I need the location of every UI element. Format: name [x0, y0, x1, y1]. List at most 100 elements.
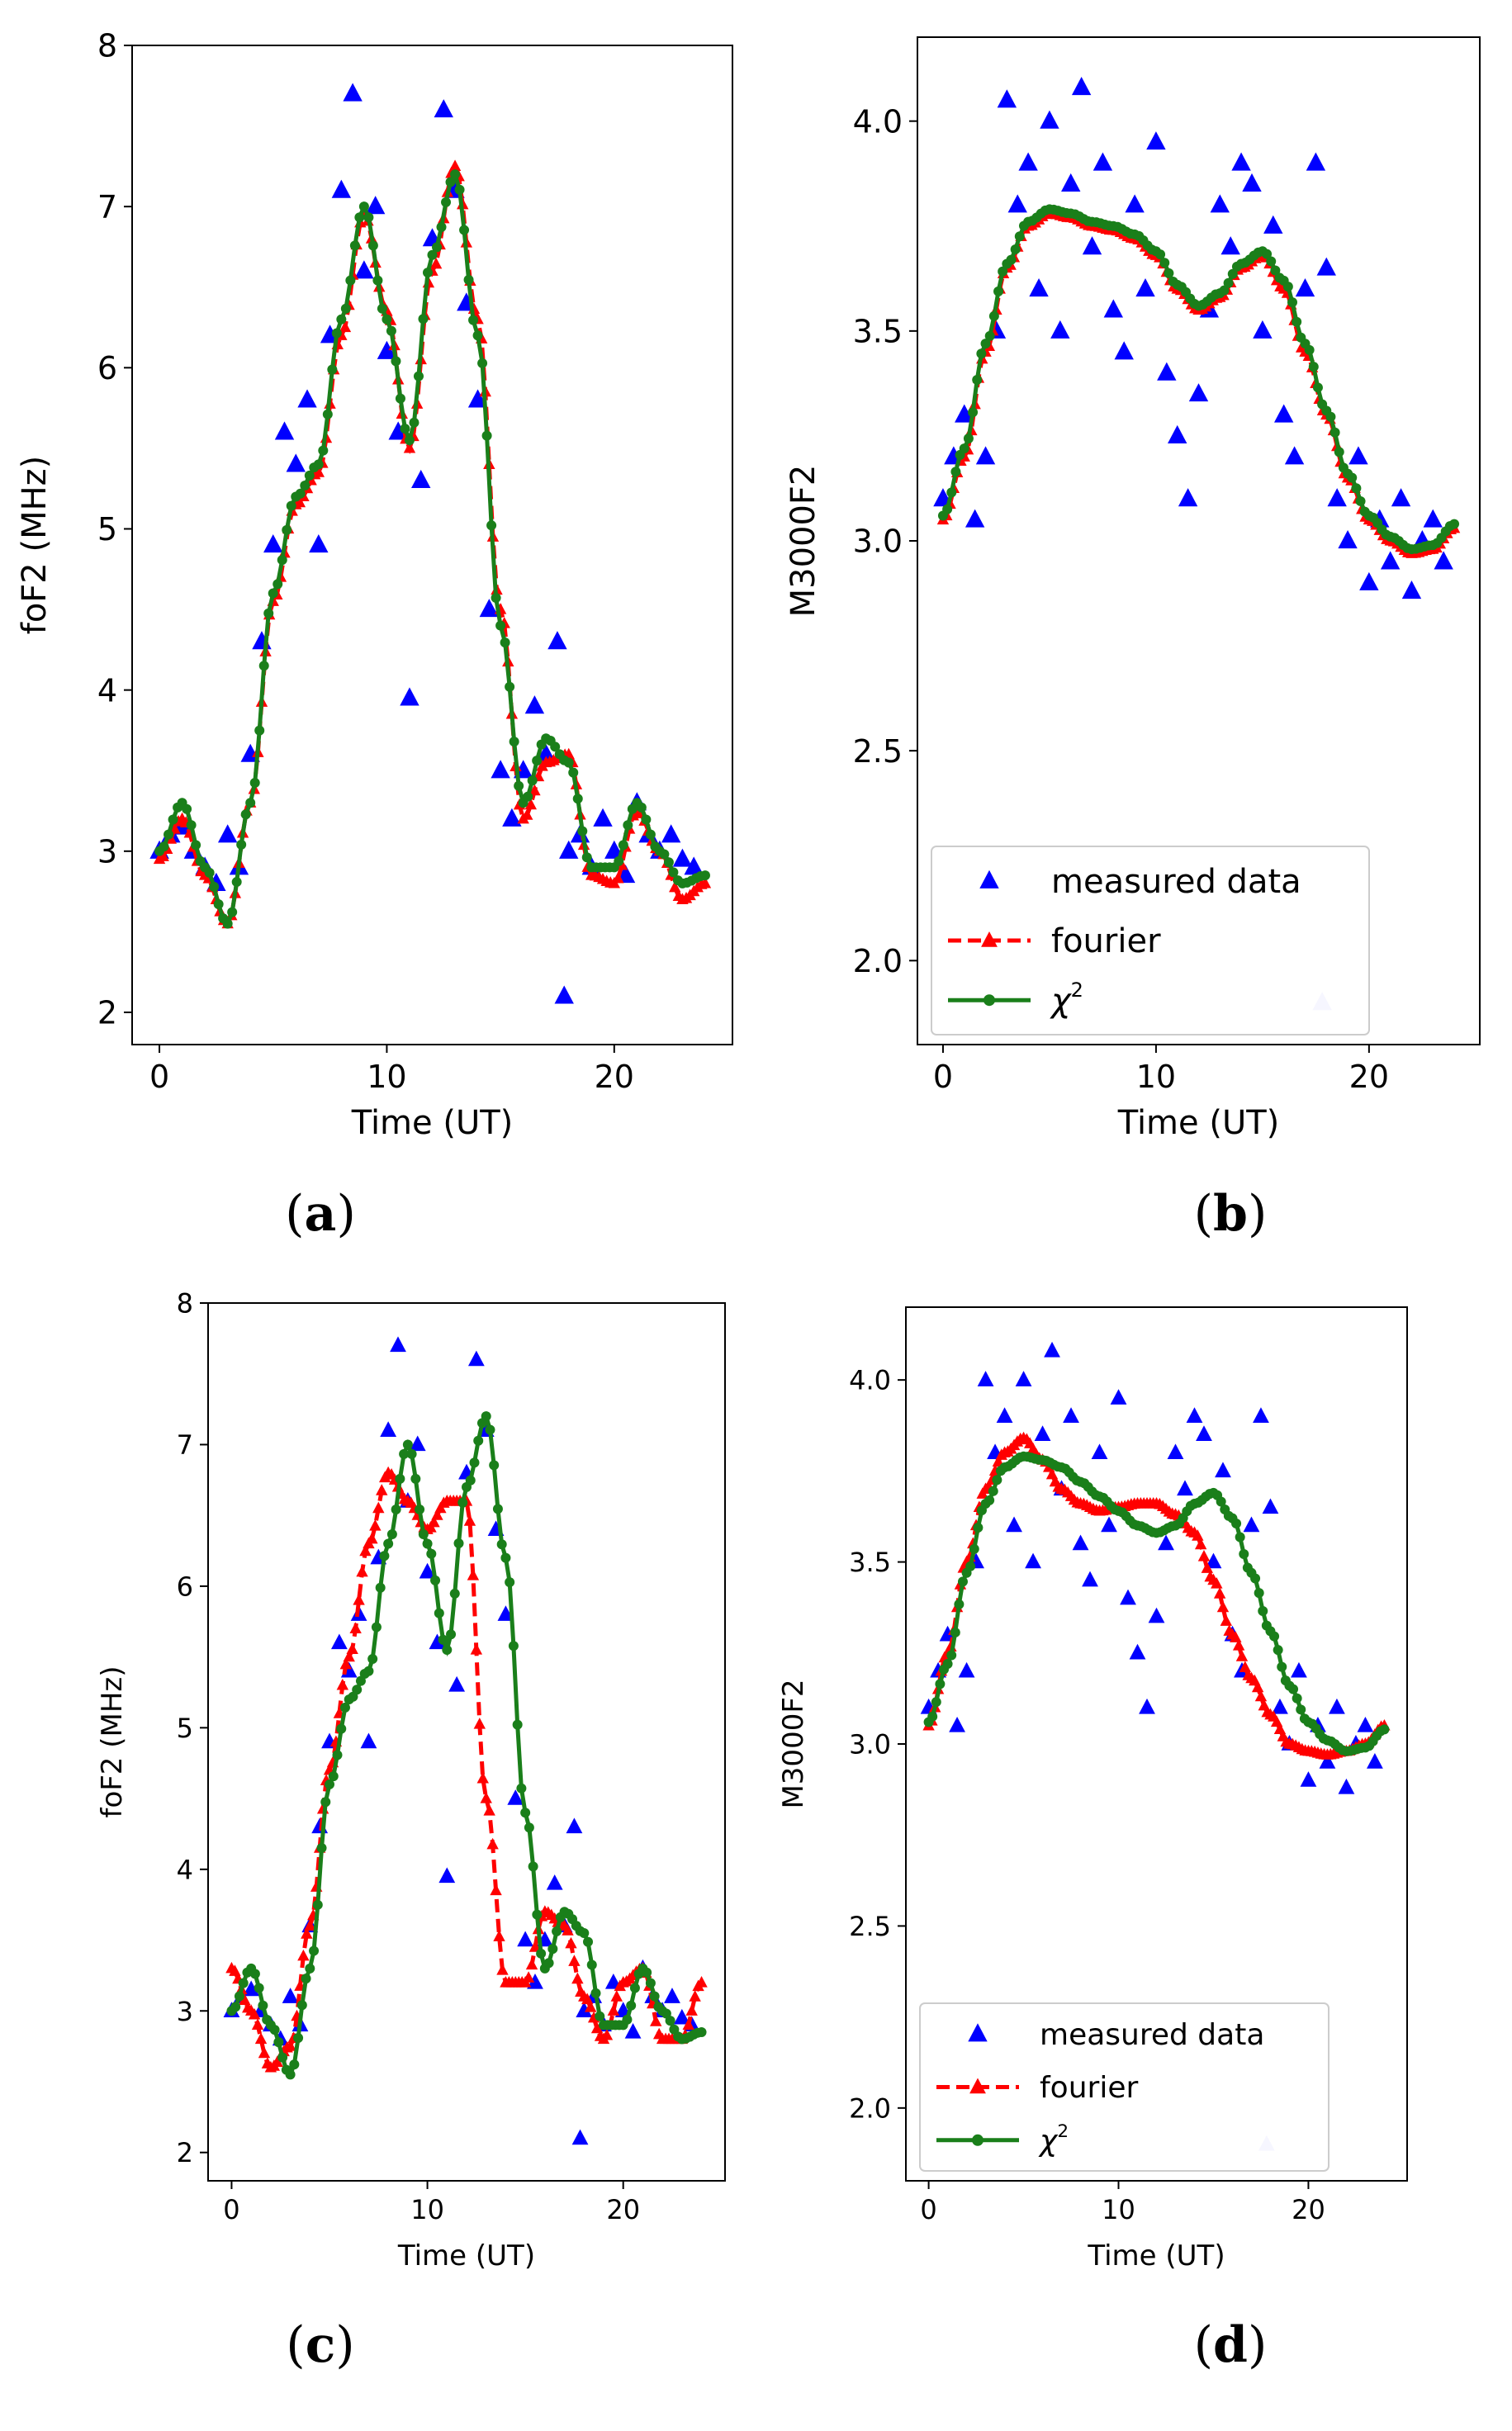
- panel-label: (b): [1194, 1185, 1268, 1243]
- measured-point: [377, 340, 397, 359]
- chi2-point: [492, 1504, 503, 1514]
- chi2-point: [472, 330, 483, 341]
- chi2-point: [404, 435, 415, 446]
- measured-point: [1168, 424, 1187, 444]
- fourier-point: [473, 1718, 486, 1729]
- fourier-series: [153, 159, 712, 929]
- chi2-point: [296, 2000, 307, 2011]
- y-tick-label: 3.5: [853, 314, 903, 350]
- fourier-point: [353, 1594, 365, 1605]
- chi2-point: [254, 1983, 264, 1993]
- y-axis-label: M3000F2: [784, 465, 822, 618]
- fourier-point: [254, 2032, 268, 2045]
- y-tick-label: 6: [97, 350, 117, 386]
- chi2-point: [1254, 1588, 1264, 1599]
- fourier-point: [284, 2040, 296, 2051]
- chi2-point: [505, 1577, 515, 1588]
- chi2-point: [222, 918, 233, 929]
- measured-point: [1129, 1643, 1146, 1660]
- chi2-point: [1355, 495, 1366, 506]
- measured-point: [1291, 1661, 1307, 1678]
- measured-point: [491, 760, 510, 779]
- panel-label-open: (: [1194, 1185, 1213, 1243]
- measured-point: [434, 99, 453, 118]
- chi2-point: [238, 1978, 249, 1988]
- panel-label-close: ): [1248, 2316, 1267, 2374]
- measured-point: [958, 1661, 975, 1678]
- legend-box: [931, 846, 1370, 1035]
- panel-label-letter: c: [306, 2316, 336, 2374]
- chi2-point: [258, 2000, 268, 2011]
- measured-point: [1186, 1407, 1203, 1423]
- chi2-point: [508, 1641, 519, 1651]
- y-tick-label: 7: [177, 1429, 193, 1461]
- chi2-point: [1258, 1605, 1268, 1616]
- fourier-point: [1192, 1529, 1204, 1541]
- chi2-point: [230, 2002, 241, 2012]
- chi2-point: [449, 1588, 460, 1599]
- chi2-point: [318, 445, 329, 456]
- measured-point: [1007, 194, 1027, 213]
- fourier-point: [339, 1657, 352, 1670]
- chi2-point: [209, 881, 220, 892]
- chi2-point: [331, 328, 342, 339]
- measured-point: [1231, 152, 1251, 171]
- measured-point: [1205, 1552, 1222, 1569]
- panel-label: (c): [286, 2316, 354, 2374]
- chi2-point: [204, 867, 215, 878]
- chi2-point: [164, 829, 174, 840]
- chi2-point: [1235, 1532, 1245, 1542]
- measured-point: [390, 1336, 406, 1353]
- chi2-point: [1227, 268, 1238, 279]
- chi2-point: [1219, 285, 1230, 296]
- chi2-point: [445, 177, 456, 187]
- chi2-point: [1223, 277, 1234, 288]
- chi2-point: [1231, 1518, 1242, 1528]
- chi2-point: [367, 1654, 378, 1665]
- chi2-point: [1159, 258, 1170, 268]
- chi2-point: [636, 802, 647, 813]
- chi2-point: [293, 2032, 304, 2043]
- measured-point: [1263, 215, 1283, 234]
- measured-point: [977, 1371, 994, 1386]
- chi2-point: [988, 1486, 998, 1496]
- chi2-point: [586, 1959, 597, 1970]
- chi2-point: [572, 794, 583, 804]
- plot-frame: [207, 1302, 726, 2182]
- measured-point: [419, 1562, 436, 1579]
- panel-label: (a): [285, 1185, 356, 1243]
- fourier-point: [565, 1936, 577, 1949]
- chi2-point: [372, 275, 383, 286]
- chi2-point: [234, 1991, 244, 2002]
- chi2-point: [1269, 1631, 1280, 1642]
- measured-point: [1316, 257, 1336, 276]
- chi2-point: [468, 315, 479, 325]
- chi2-point: [505, 681, 515, 692]
- chi2-point: [263, 608, 274, 618]
- chi2-point: [426, 1548, 437, 1559]
- fourier-point: [1213, 1587, 1226, 1599]
- y-tick-label: 2: [97, 995, 117, 1031]
- chi2-point: [509, 737, 519, 747]
- chi2-point: [629, 1983, 640, 1993]
- chi2-point: [332, 1750, 343, 1760]
- chi2-point: [240, 809, 251, 820]
- measured-point: [479, 599, 500, 618]
- fourier-point: [610, 1990, 623, 2002]
- fourier-point: [297, 1949, 310, 1961]
- measured-point: [1146, 131, 1166, 150]
- measured-point: [1082, 236, 1102, 255]
- chi2-point: [182, 803, 192, 814]
- y-tick-label: 4: [177, 1854, 193, 1885]
- legend-box: [919, 2002, 1330, 2172]
- panel-label-open: (: [285, 1185, 304, 1243]
- measured-point: [507, 1789, 524, 1805]
- measured-point: [502, 808, 522, 827]
- chi2-point: [352, 1685, 363, 1695]
- measured-point: [661, 824, 681, 843]
- measured-point: [243, 1980, 260, 1997]
- chi2-point: [931, 1697, 941, 1708]
- legend-fourier-label: fourier: [1040, 2071, 1138, 2105]
- y-tick-label: 8: [177, 1288, 193, 1320]
